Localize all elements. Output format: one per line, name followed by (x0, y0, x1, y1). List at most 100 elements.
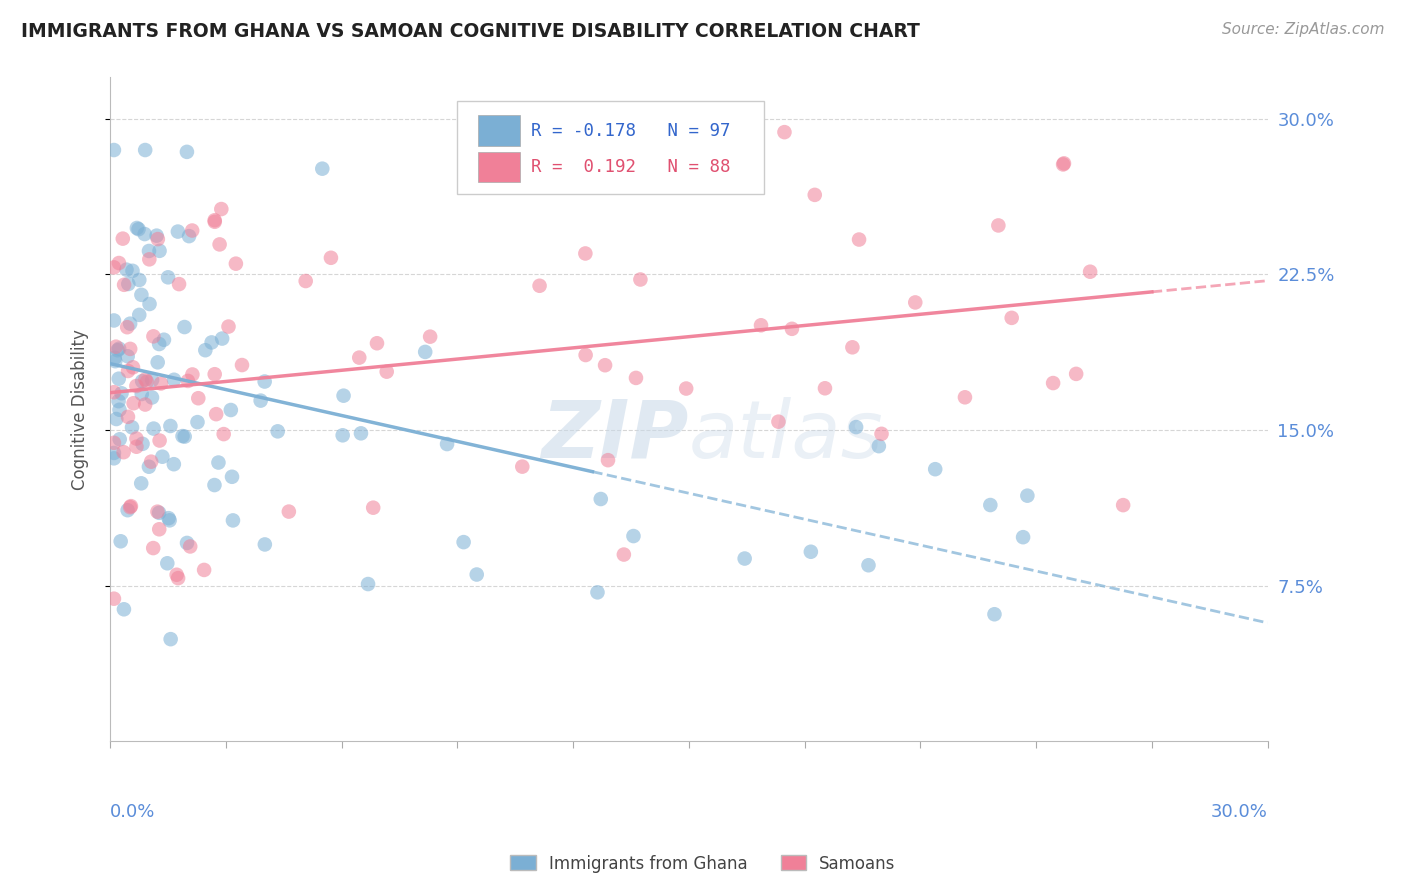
Point (222, 513, 245, 527)
Point (153, 333, 176, 347)
Point (167, 571, 190, 585)
Point (134, 398, 156, 412)
Point (768, 415, 790, 429)
Point (108, 256, 131, 270)
Point (141, 455, 163, 469)
Point (125, 440, 148, 454)
Point (131, 437, 153, 451)
Point (419, 329, 441, 343)
Point (361, 500, 384, 515)
Point (167, 225, 190, 239)
Point (146, 355, 169, 369)
Point (623, 529, 645, 543)
Point (117, 503, 139, 517)
Point (868, 439, 890, 453)
Point (111, 232, 134, 246)
Point (150, 450, 173, 464)
Point (311, 161, 333, 176)
Point (108, 432, 131, 446)
Point (138, 297, 160, 311)
Point (221, 470, 243, 484)
Point (613, 548, 636, 562)
Point (586, 585, 609, 599)
Text: R = -0.178   N = 97: R = -0.178 N = 97 (531, 121, 731, 139)
Point (134, 143, 156, 157)
Point (749, 318, 772, 333)
Point (120, 317, 142, 331)
FancyBboxPatch shape (457, 101, 763, 194)
Point (112, 277, 135, 292)
Point (181, 368, 204, 382)
Point (1001, 310, 1024, 325)
Point (204, 368, 226, 382)
Point (141, 391, 163, 405)
Point (575, 348, 598, 362)
Point (212, 427, 235, 442)
Point (465, 567, 488, 582)
Point (194, 343, 217, 358)
Point (780, 322, 803, 336)
Point (848, 233, 870, 247)
Point (173, 429, 195, 443)
Point (125, 221, 148, 235)
Point (166, 567, 188, 582)
Point (375, 365, 398, 379)
Text: 30.0%: 30.0% (1211, 804, 1268, 822)
Point (148, 522, 170, 536)
Point (510, 459, 533, 474)
Point (277, 505, 299, 519)
Point (253, 537, 276, 551)
Point (112, 602, 135, 616)
Point (122, 396, 145, 410)
Point (135, 375, 157, 389)
Point (157, 270, 180, 285)
Point (267, 425, 290, 439)
Point (413, 345, 436, 359)
Point (350, 426, 373, 441)
Point (979, 498, 1001, 512)
Point (145, 228, 167, 243)
Point (103, 143, 125, 157)
Point (904, 295, 927, 310)
Point (120, 342, 142, 356)
Point (211, 332, 233, 346)
Point (177, 229, 200, 244)
Point (142, 421, 165, 435)
Point (181, 223, 204, 237)
Point (104, 354, 127, 368)
Text: atlas: atlas (689, 397, 883, 475)
Point (129, 476, 152, 491)
Point (148, 506, 170, 520)
Point (103, 591, 125, 606)
Point (128, 273, 150, 287)
Point (115, 262, 138, 277)
Point (159, 632, 181, 647)
Point (142, 329, 165, 343)
Point (225, 257, 247, 271)
Point (204, 215, 226, 229)
Point (176, 536, 198, 550)
Point (107, 372, 129, 386)
Point (117, 349, 139, 363)
Point (207, 456, 229, 470)
Point (138, 244, 160, 258)
Point (125, 379, 148, 393)
FancyBboxPatch shape (478, 115, 520, 145)
Point (624, 371, 647, 385)
Point (1053, 156, 1076, 170)
Point (131, 288, 153, 302)
Point (163, 457, 186, 471)
Point (1112, 498, 1135, 512)
Point (150, 376, 173, 391)
Point (159, 513, 181, 527)
Point (146, 505, 169, 519)
Point (332, 428, 354, 442)
Point (628, 272, 651, 286)
Point (205, 407, 228, 421)
Point (148, 337, 170, 351)
Point (208, 237, 231, 252)
Point (332, 389, 354, 403)
Point (122, 360, 145, 375)
Point (117, 277, 139, 291)
Point (159, 419, 181, 434)
